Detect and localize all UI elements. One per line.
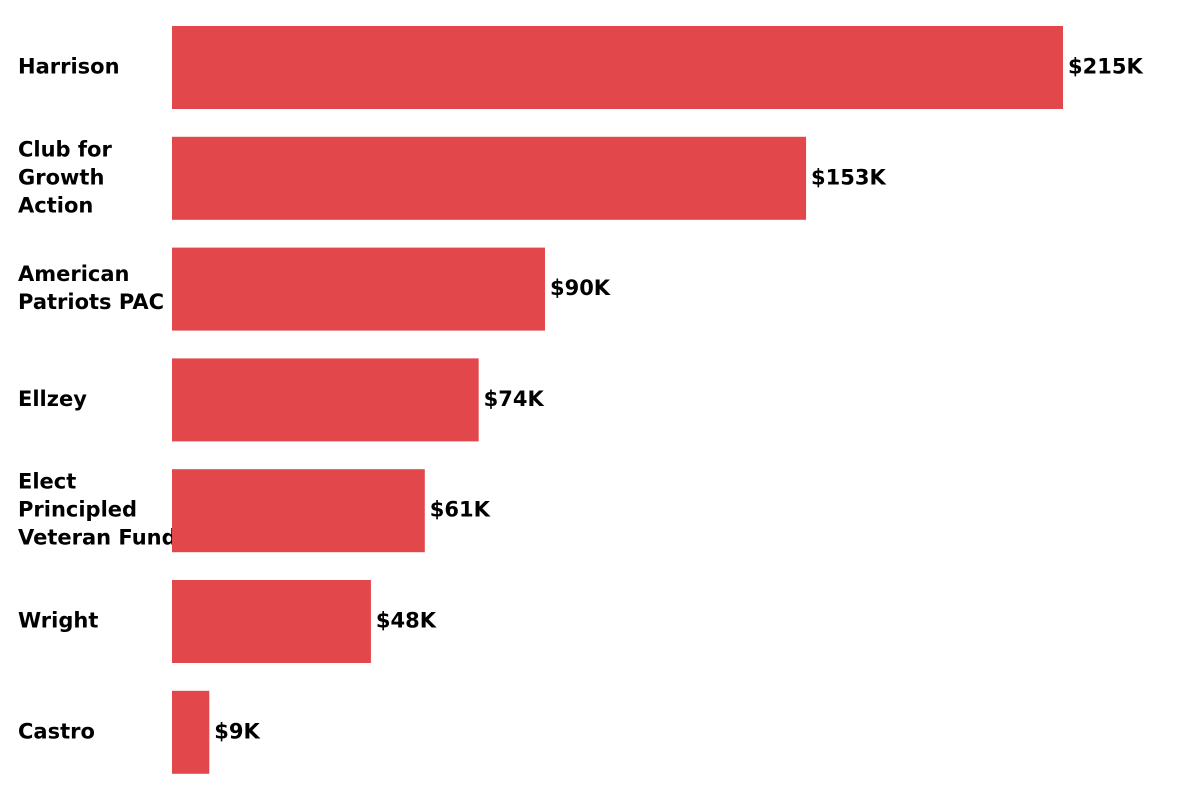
category-label-6-line-0: Castro: [18, 719, 95, 743]
category-label-6: Castro: [18, 719, 95, 743]
value-label-0: $215K: [1068, 55, 1143, 79]
category-label-4-line-2: Veteran Fund: [18, 526, 177, 550]
category-label-0-line-0: Harrison: [18, 55, 120, 79]
category-label-4: Elect Principled Veteran Fund: [18, 470, 177, 550]
category-label-3: Ellzey: [18, 387, 87, 411]
category-label-0: Harrison: [18, 55, 120, 79]
category-label-4-line-0: Elect: [18, 470, 76, 494]
bar-3: [172, 358, 479, 442]
category-label-3-line-0: Ellzey: [18, 387, 87, 411]
category-label-1-line-1: Growth: [18, 165, 104, 189]
category-label-2: American Patriots PAC: [18, 262, 164, 314]
bar-1: [172, 136, 807, 220]
category-label-1: Club for Growth Action: [18, 137, 112, 217]
value-label-2: $90K: [550, 276, 611, 300]
category-label-5-line-0: Wright: [18, 609, 98, 633]
category-labels: Harrison Club for Growth Action American Patr…: [18, 55, 177, 744]
value-label-3: $74K: [484, 387, 545, 411]
category-label-5: Wright: [18, 609, 98, 633]
value-label-4: $61K: [430, 498, 491, 522]
value-label-5: $48K: [376, 609, 437, 633]
category-label-1-line-0: Club for: [18, 137, 112, 161]
category-label-2-line-0: American: [18, 262, 130, 286]
value-labels: $215K $153K $90K $74K $61K $48K $9K: [214, 55, 1143, 744]
category-label-1-line-2: Action: [18, 193, 93, 217]
bars: [172, 26, 1063, 774]
bar-5: [172, 580, 371, 663]
bar-4: [172, 469, 425, 553]
bar-6: [172, 690, 210, 774]
value-label-1: $153K: [811, 165, 886, 189]
category-label-4-line-1: Principled: [18, 498, 137, 522]
category-label-2-line-1: Patriots PAC: [18, 290, 164, 314]
bar-2: [172, 247, 545, 331]
value-label-6: $9K: [214, 719, 260, 743]
bar-0: [172, 26, 1063, 109]
